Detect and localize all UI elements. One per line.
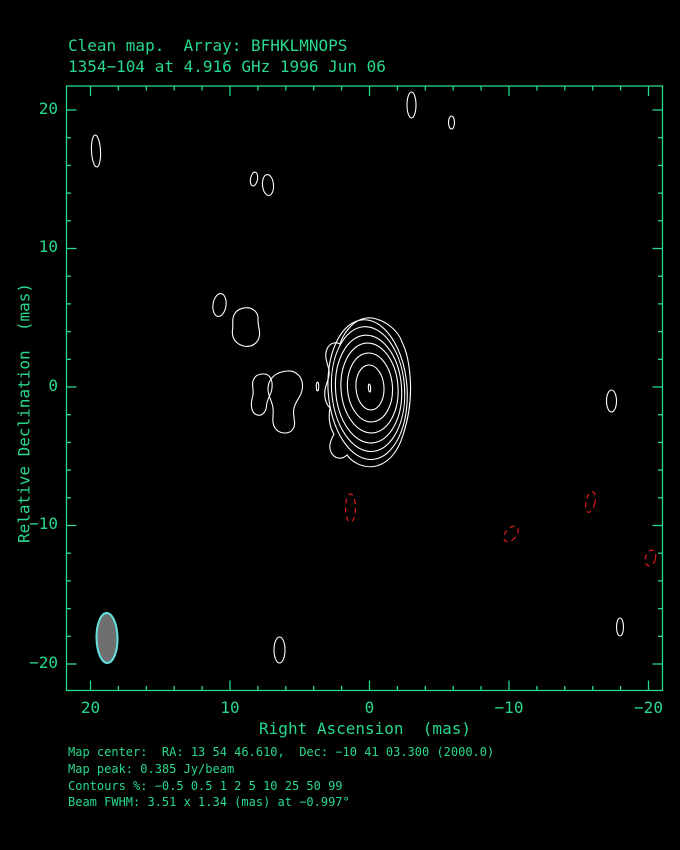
x-tick-label-0: 0: [364, 698, 375, 717]
noise-contour-south: [273, 636, 286, 664]
negative-contour-3: [503, 525, 519, 543]
jet-contour-blob-east-1: [267, 370, 304, 434]
noise-contour-top: [406, 91, 417, 119]
y-tick-label-m10: −10: [29, 514, 58, 533]
x-axis-label: Right Ascension (mas): [259, 719, 471, 738]
jet-contour-fragment: [315, 381, 320, 392]
x-tick-label-10: 10: [220, 698, 240, 717]
noise-contour-n: [261, 173, 275, 197]
plot-subtitle: 1354−104 at 4.916 GHz 1996 Jun 06: [68, 57, 386, 76]
core-contour-10: [340, 342, 399, 434]
x-tick-label-m20: −20: [634, 698, 663, 717]
jet-contour-blob-upper-small: [212, 293, 227, 317]
x-tick-label-20: 20: [80, 698, 101, 717]
negative-contour-1: [344, 493, 357, 523]
core-contour-25: [346, 352, 394, 423]
core-contour-50: [355, 364, 385, 411]
core-contour-rings: [327, 319, 408, 461]
x-tick-label-m10: −10: [494, 698, 524, 717]
negative-contours: [344, 491, 657, 567]
y-tick-label-0: 0: [48, 376, 58, 395]
beam-fwhm-text: Beam FWHM: 3.51 x 1.34 (mas) at −0.997°: [68, 795, 350, 809]
map-peak-text: Map peak: 0.385 Jy/beam: [68, 762, 235, 776]
y-axis-label: Relative Declination (mas): [14, 282, 34, 544]
jet-contour-blob-east-2: [250, 373, 273, 416]
beam-ellipse: [95, 612, 119, 664]
noise-contour-se: [615, 617, 625, 637]
plot-frame: [65, 85, 664, 692]
noise-contour-nw: [90, 134, 102, 168]
negative-contour-4: [644, 549, 657, 567]
axis-ticks: [66, 86, 663, 691]
core-contour-99: [367, 383, 372, 393]
core-contour-1: [327, 319, 408, 461]
core-contour-05-outer: [324, 317, 412, 468]
contour-levels-text: Contours %: −0.5 0.5 1 2 5 10 25 50 99: [68, 779, 343, 793]
plot-title: Clean map. Array: BFHKLMNOPS: [68, 36, 348, 55]
negative-contour-2: [584, 491, 597, 513]
noise-contour-east-edge: [605, 389, 618, 413]
y-tick-label-m20: −20: [29, 653, 58, 672]
core-contour-2: [330, 326, 406, 453]
core-contour-5: [334, 334, 403, 444]
noise-contour-n-small: [249, 171, 259, 187]
map-center-text: Map center: RA: 13 54 46.610, Dec: −10 4…: [68, 745, 495, 759]
y-tick-label-20: 20: [38, 99, 58, 118]
y-tick-label-10: 10: [38, 237, 58, 256]
jet-contour-blob-upper: [231, 307, 261, 347]
positive-contours: [90, 91, 625, 664]
noise-contour-top-small: [447, 115, 456, 130]
